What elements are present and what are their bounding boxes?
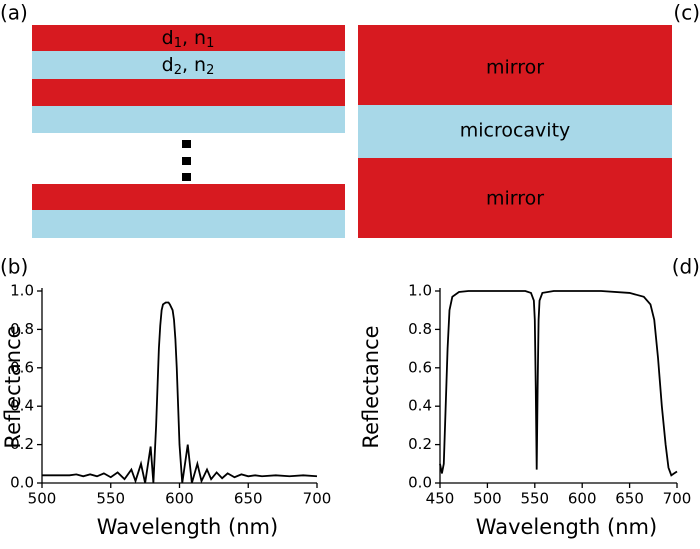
ellipsis-dot: [182, 157, 191, 165]
x-tick-label: 500: [28, 490, 57, 508]
reflectance-curve: [439, 290, 678, 477]
layer-high: [32, 79, 345, 106]
panel-label: (b): [0, 255, 28, 279]
x-tick-label: 550: [520, 490, 549, 508]
x-tick-label: 700: [303, 490, 332, 508]
y-tick-label: 0.6: [408, 358, 432, 376]
y-tick-label: 0.4: [408, 397, 432, 415]
x-axis-label: Wavelength (nm): [97, 515, 278, 539]
y-tick-label: 0.8: [408, 320, 432, 338]
subscript: 1: [174, 36, 182, 51]
x-tick-label: 550: [96, 490, 125, 508]
subscript: 2: [206, 63, 214, 78]
layer-low: [32, 51, 345, 79]
y-tick-label: 1.0: [10, 282, 34, 300]
layer-high: [32, 25, 345, 51]
y-tick-label: 0.6: [10, 358, 34, 376]
reflectance-curve: [42, 301, 318, 484]
x-tick-label: 500: [473, 490, 502, 508]
layer-high: [32, 184, 345, 210]
y-tick-label: 0.2: [408, 435, 432, 453]
symbol: d: [162, 54, 174, 76]
symbol: , n: [182, 27, 206, 49]
bragg-stack: d1, n1 d2, n2: [32, 25, 345, 238]
y-axis-label: Reflectance: [359, 325, 383, 448]
ellipsis-dot: [182, 173, 191, 181]
y-tick-label: 0.0: [10, 474, 34, 492]
panel-label: (c): [673, 1, 700, 25]
y-tick-label: 0.8: [10, 320, 34, 338]
symbol: d: [162, 27, 174, 49]
y-tick-label: 0.2: [10, 435, 34, 453]
panel-label: (a): [0, 1, 28, 25]
block-label: mirror: [486, 57, 544, 79]
y-tick-label: 0.0: [408, 474, 432, 492]
mirror-block: [358, 158, 672, 238]
layer-low: [32, 210, 345, 238]
panel-label: (d): [672, 255, 700, 279]
x-tick-label: 650: [615, 490, 644, 508]
layer-label: d2, n2: [162, 54, 215, 78]
symbol: , n: [182, 54, 206, 76]
layer-label: d1, n1: [162, 27, 215, 51]
subscript: 2: [174, 63, 182, 78]
ellipsis-dot: [182, 140, 191, 148]
subscript: 1: [206, 36, 214, 51]
x-tick-label: 700: [663, 490, 692, 508]
x-tick-label: 450: [426, 490, 455, 508]
y-tick-label: 1.0: [408, 282, 432, 300]
microcavity-diagram: mirror microcavity mirror: [358, 25, 672, 238]
y-axis-label: Reflectance: [1, 325, 25, 448]
x-tick-label: 600: [568, 490, 597, 508]
layer-low: [32, 106, 345, 133]
x-tick-label: 650: [234, 490, 263, 508]
block-label: mirror: [486, 188, 544, 210]
x-tick-label: 600: [165, 490, 194, 508]
mirror-block: [358, 25, 672, 105]
cavity-block: [358, 105, 672, 158]
x-axis-label: Wavelength (nm): [476, 515, 657, 539]
y-tick-label: 0.4: [10, 397, 34, 415]
block-label: microcavity: [460, 120, 571, 142]
